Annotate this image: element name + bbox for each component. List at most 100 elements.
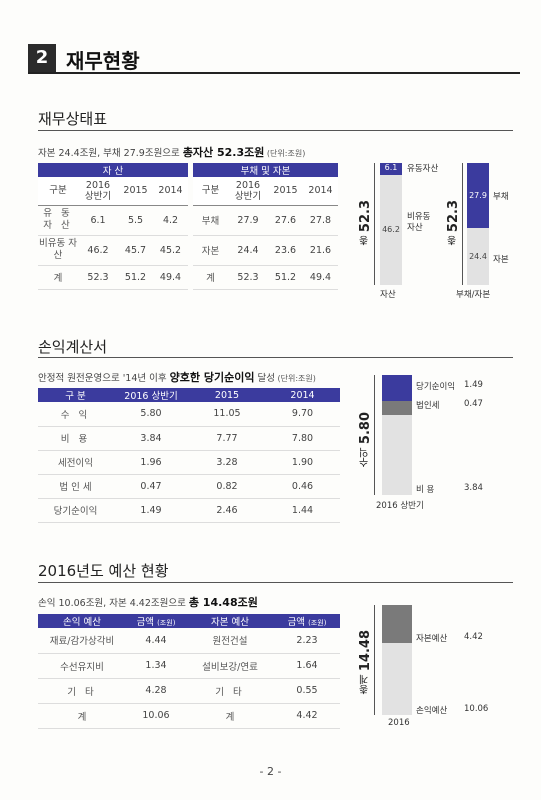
total-prefix: 수익 bbox=[360, 444, 371, 468]
table-row: 비 용 3.84 7.77 7.80 bbox=[38, 426, 340, 451]
liabilities-segment: 27.9 bbox=[467, 163, 489, 228]
table-row: 세전이익 1.96 3.28 1.90 bbox=[38, 450, 340, 475]
row-label: 재료/감가상각비 bbox=[38, 628, 126, 654]
table-row: 계 10.06 계 4.42 bbox=[38, 703, 340, 729]
col-2015: 2015 bbox=[189, 388, 265, 402]
unit-label: (조원) bbox=[308, 619, 327, 627]
cell: 10.06 bbox=[126, 703, 186, 729]
total-value: 52.3 bbox=[446, 200, 461, 233]
table-row: 유 동 자 산 6.1 5.5 4.2 bbox=[38, 205, 188, 236]
section-title: 재무현황 bbox=[66, 49, 140, 73]
row-label: 계 bbox=[38, 265, 78, 290]
divider bbox=[38, 357, 513, 358]
row-label: 법 인 세 bbox=[38, 474, 113, 499]
cell: 27.6 bbox=[268, 205, 303, 236]
page-number: - 2 - bbox=[259, 765, 282, 778]
liab-bar: 27.9 24.4 bbox=[467, 163, 489, 285]
cell: 1.44 bbox=[265, 498, 340, 523]
table-row: 당기순이익 1.49 2.46 1.44 bbox=[38, 498, 340, 523]
col-2016: 2016 상반기 bbox=[78, 177, 118, 206]
income-summary: 안정적 원전운영으로 '14년 이후 양호한 당기순이익 달성 (단위:조원) bbox=[38, 369, 316, 385]
table-row: 재료/감가상각비 4.44 원전건설 2.23 bbox=[38, 628, 340, 654]
budget-total-label: 총계 14.48 bbox=[358, 630, 373, 694]
cell: 2.46 bbox=[189, 498, 265, 523]
tax-value: 0.47 bbox=[464, 399, 483, 409]
col-cap-budget: 자본 예산 bbox=[186, 614, 274, 628]
total-value: 14.48 bbox=[358, 630, 373, 672]
amount-label: 금액 bbox=[287, 617, 306, 628]
equity-segment: 24.4 bbox=[467, 228, 489, 285]
row-label: 계 bbox=[38, 703, 126, 729]
row-label: 원전건설 bbox=[186, 628, 274, 654]
cell: 23.6 bbox=[268, 235, 303, 266]
cell: 45.2 bbox=[153, 235, 188, 266]
budget-title: 2016년도 예산 현황 bbox=[38, 562, 169, 580]
noncurrent-assets-segment: 46.2 bbox=[380, 175, 402, 285]
table-row: 기 타 4.28 기 타 0.55 bbox=[38, 678, 340, 704]
income-chart: 수익 5.80 당기순이익 1.49 법인세 0.47 비 용 3.84 201… bbox=[352, 372, 512, 512]
cell: 5.80 bbox=[113, 402, 189, 427]
col-label: 구분 bbox=[193, 177, 228, 206]
col-2014: 2014 bbox=[153, 177, 188, 206]
table-row: 수 익 5.80 11.05 9.70 bbox=[38, 402, 340, 427]
row-label: 비 용 bbox=[38, 426, 113, 451]
equity-label: 자본 bbox=[493, 255, 509, 265]
capital-budget-value: 4.42 bbox=[464, 632, 483, 642]
cell: 5.5 bbox=[118, 205, 153, 236]
liabilities-table: 부채 및 자본 구분 2016 상반기 2015 2014 부채 27.9 27… bbox=[193, 163, 338, 290]
net-income-value: 1.49 bbox=[464, 380, 483, 390]
table-row: 법 인 세 0.47 0.82 0.46 bbox=[38, 474, 340, 499]
asset-total-label: 총 52.3 bbox=[358, 200, 373, 245]
divider bbox=[38, 582, 513, 583]
budget-summary: 손익 10.06조원, 자본 4.42조원으로 총 14.48조원 bbox=[38, 594, 258, 610]
col-pl-budget: 손익 예산 bbox=[38, 614, 126, 628]
row-label: 당기순이익 bbox=[38, 498, 113, 523]
budget-table: 손익 예산 금액 (조원) 자본 예산 금액 (조원) 재료/감가상각비 4.4… bbox=[38, 614, 340, 729]
income-table: 구 분 2016 상반기 2015 2014 수 익 5.80 11.05 9.… bbox=[38, 388, 340, 523]
row-label: 수선유지비 bbox=[38, 653, 126, 679]
cell: 27.9 bbox=[228, 205, 268, 236]
row-label: 설비보강/연료 bbox=[186, 653, 274, 679]
capital-budget-segment bbox=[382, 605, 412, 643]
cell: 52.3 bbox=[78, 265, 118, 290]
table-row: 자본 24.4 23.6 21.6 bbox=[193, 235, 338, 266]
total-value: 5.80 bbox=[358, 412, 373, 445]
cell: 1.96 bbox=[113, 450, 189, 475]
asset-bar: 6.1 46.2 bbox=[380, 163, 402, 285]
col-amount: 금액 (조원) bbox=[126, 614, 186, 628]
row-label: 계 bbox=[193, 265, 228, 290]
cost-label: 비 용 bbox=[416, 485, 435, 495]
cell: 1.64 bbox=[274, 653, 340, 679]
cell: 51.2 bbox=[268, 265, 303, 290]
pl-budget-segment bbox=[382, 643, 412, 715]
row-label: 세전이익 bbox=[38, 450, 113, 475]
assets-header: 자 산 bbox=[38, 163, 188, 177]
cell: 4.28 bbox=[126, 678, 186, 704]
cell: 7.80 bbox=[265, 426, 340, 451]
cell: 21.6 bbox=[303, 235, 338, 266]
cell: 1.34 bbox=[126, 653, 186, 679]
cell: 46.2 bbox=[78, 235, 118, 266]
row-label: 기 타 bbox=[186, 678, 274, 704]
summary-text: 자본 24.4조원, 부채 27.9조원으로 bbox=[38, 148, 183, 159]
total-prefix: 총 bbox=[360, 232, 371, 246]
income-title: 손익계산서 bbox=[38, 338, 108, 356]
balance-chart: 총 52.3 6.1 46.2 유동자산 비유동 자산 자산 총 52.3 27… bbox=[352, 160, 512, 300]
cell: 52.3 bbox=[228, 265, 268, 290]
assets-table: 자 산 구분 2016 상반기 2015 2014 유 동 자 산 6.1 5.… bbox=[38, 163, 188, 290]
capital-budget-label: 자본예산 bbox=[416, 634, 448, 644]
section-number: 2 bbox=[28, 44, 56, 72]
cell: 27.8 bbox=[303, 205, 338, 236]
cell: 4.42 bbox=[274, 703, 340, 729]
total-bracket bbox=[374, 605, 375, 715]
income-total-label: 수익 5.80 bbox=[358, 412, 373, 467]
balance-title: 재무상태표 bbox=[38, 110, 108, 128]
liab-axis-label: 부채/자본 bbox=[456, 290, 491, 300]
total-prefix: 총계 bbox=[360, 671, 371, 695]
cost-segment bbox=[382, 415, 412, 495]
summary-bold: 총자산 52.3조원 bbox=[182, 146, 265, 159]
tax-label: 법인세 bbox=[416, 401, 440, 411]
cell: 49.4 bbox=[303, 265, 338, 290]
cell: 24.4 bbox=[228, 235, 268, 266]
budget-chart: 총계 14.48 자본예산 4.42 손익예산 10.06 2016 bbox=[352, 600, 512, 735]
